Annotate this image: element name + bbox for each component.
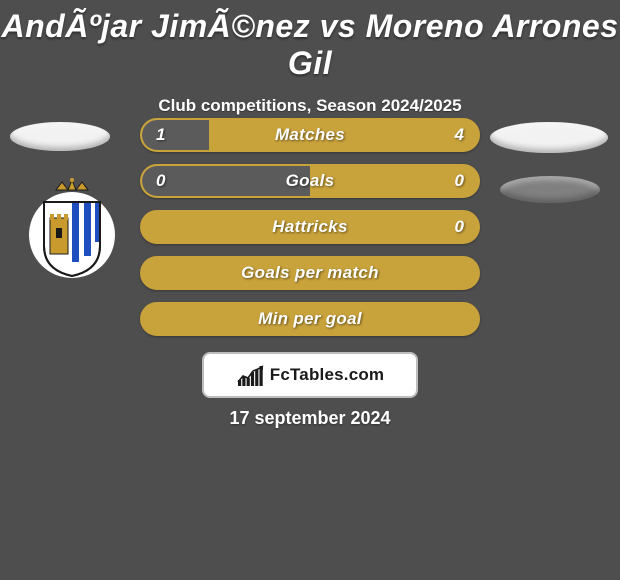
stat-bar-label: Matches	[142, 120, 478, 150]
stat-bar-right-value: 0	[455, 166, 464, 196]
stat-bar: Hattricks0	[140, 210, 480, 244]
player-ellipse-left	[10, 122, 110, 151]
stat-bars: Matches14Goals00Hattricks0Goals per matc…	[140, 118, 480, 336]
branding-box: FcTables.com	[202, 352, 418, 398]
page-title: AndÃºjar JimÃ©nez vs Moreno Arrones Gil	[0, 8, 620, 82]
crest-svg	[22, 178, 122, 278]
stat-bar-right-value: 4	[455, 120, 464, 150]
date-stamp: 17 september 2024	[0, 408, 620, 429]
stat-bar-label: Min per goal	[142, 304, 478, 334]
stat-bar-label: Hattricks	[142, 212, 478, 242]
stat-bar: Min per goal	[140, 302, 480, 336]
branding-text: FcTables.com	[270, 365, 385, 385]
page-subtitle: Club competitions, Season 2024/2025	[0, 96, 620, 116]
player-ellipse-right	[490, 122, 608, 153]
stat-bar: Goals0 0	[140, 164, 480, 198]
stat-bar-label: Goals	[142, 166, 478, 196]
comparison-infographic: AndÃºjar JimÃ©nez vs Moreno Arrones Gil …	[0, 0, 620, 580]
branding-chart-icon	[236, 364, 264, 386]
stat-bar: Matches1 4	[140, 118, 480, 152]
club-crest-left	[22, 178, 122, 278]
player-ellipse-right	[500, 176, 600, 203]
stat-bar-left-value: 1	[156, 120, 165, 150]
stat-bar-label: Goals per match	[142, 258, 478, 288]
stat-bar-right-value: 0	[455, 212, 464, 242]
stat-bar: Goals per match	[140, 256, 480, 290]
stat-bar-left-value: 0	[156, 166, 165, 196]
